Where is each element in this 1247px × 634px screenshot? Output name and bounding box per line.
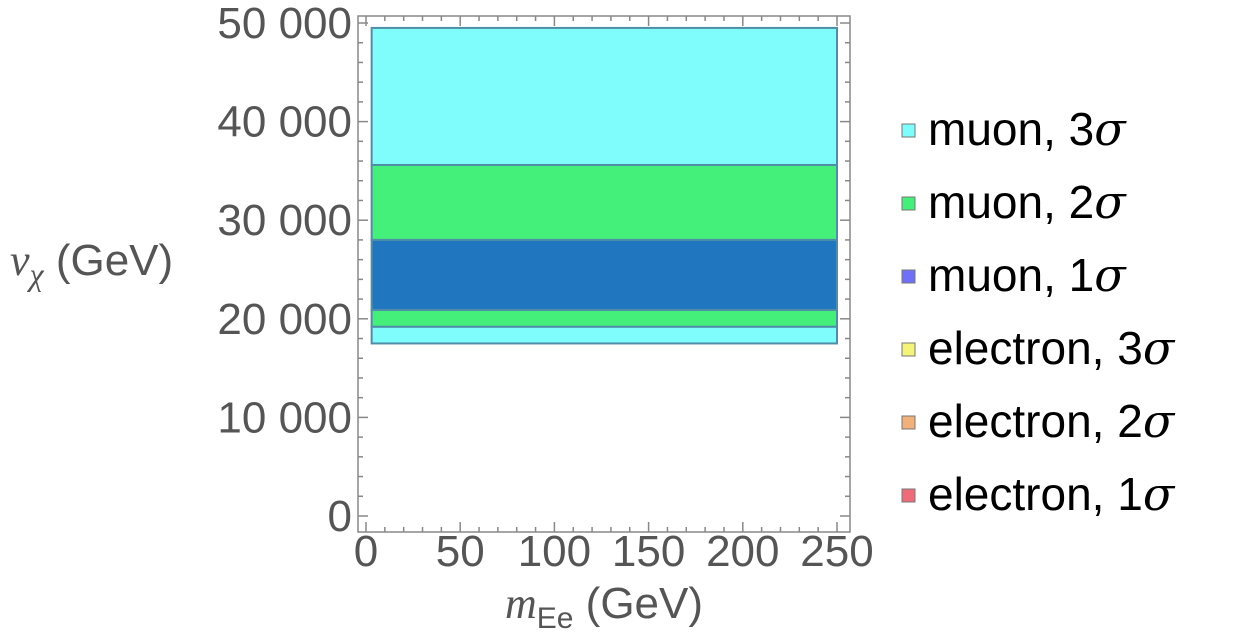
- legend-swatch: [901, 123, 916, 138]
- legend-swatch: [901, 415, 916, 430]
- x-tick-label: 50: [436, 527, 485, 576]
- band-muon-2--1: [370, 163, 838, 241]
- y-tick-labels: 0 10 000 20 000 30 000 40 000 50 000: [217, 0, 352, 541]
- y-tick-label: 50 000: [217, 0, 352, 48]
- band-muon-2--0: [370, 308, 838, 328]
- legend-label: muon, 1σ: [928, 248, 1127, 302]
- band-muon-1--0: [370, 238, 838, 311]
- band-muon-3--1: [370, 26, 838, 166]
- legend-label: electron, 3σ: [928, 321, 1176, 375]
- plot-frame: [357, 15, 851, 533]
- legend: muon, 3σ muon, 2σ muon, 1σ electron, 3σ elec…: [901, 102, 1176, 521]
- legend-swatch: [901, 488, 916, 503]
- legend-label: muon, 2σ: [928, 175, 1127, 229]
- legend-item: electron, 1σ: [901, 467, 1176, 521]
- band-muon-3--0: [370, 325, 838, 345]
- legend-label: muon, 3σ: [928, 102, 1127, 156]
- legend-label: electron, 1σ: [928, 467, 1176, 521]
- legend-item: muon, 2σ: [901, 175, 1127, 229]
- x-tick-labels: 0 50 100 150 200 250: [354, 527, 874, 576]
- axis-ticks: [358, 16, 850, 532]
- y-axis-label: vχ (GeV): [10, 236, 173, 292]
- x-tick-label: 200: [706, 527, 779, 576]
- y-tick-label: 30 000: [217, 196, 352, 245]
- x-tick-label: 0: [354, 527, 378, 576]
- legend-item: muon, 1σ: [901, 248, 1127, 302]
- legend-swatch: [901, 196, 916, 211]
- legend-item: muon, 3σ: [901, 102, 1127, 156]
- x-tick-label: 150: [612, 527, 685, 576]
- x-axis-label: mEe (GeV): [505, 579, 703, 634]
- x-tick-label: 250: [800, 527, 873, 576]
- legend-item: electron, 2σ: [901, 394, 1176, 448]
- x-tick-label: 100: [518, 527, 591, 576]
- legend-swatch: [901, 269, 916, 284]
- legend-swatch: [901, 342, 916, 357]
- y-tick-label: 10 000: [217, 393, 352, 442]
- legend-label: electron, 2σ: [928, 394, 1176, 448]
- y-tick-label: 0: [328, 492, 352, 541]
- y-tick-label: 20 000: [217, 295, 352, 344]
- legend-item: electron, 3σ: [901, 321, 1176, 375]
- y-tick-label: 40 000: [217, 98, 352, 147]
- region-bands: [370, 26, 838, 345]
